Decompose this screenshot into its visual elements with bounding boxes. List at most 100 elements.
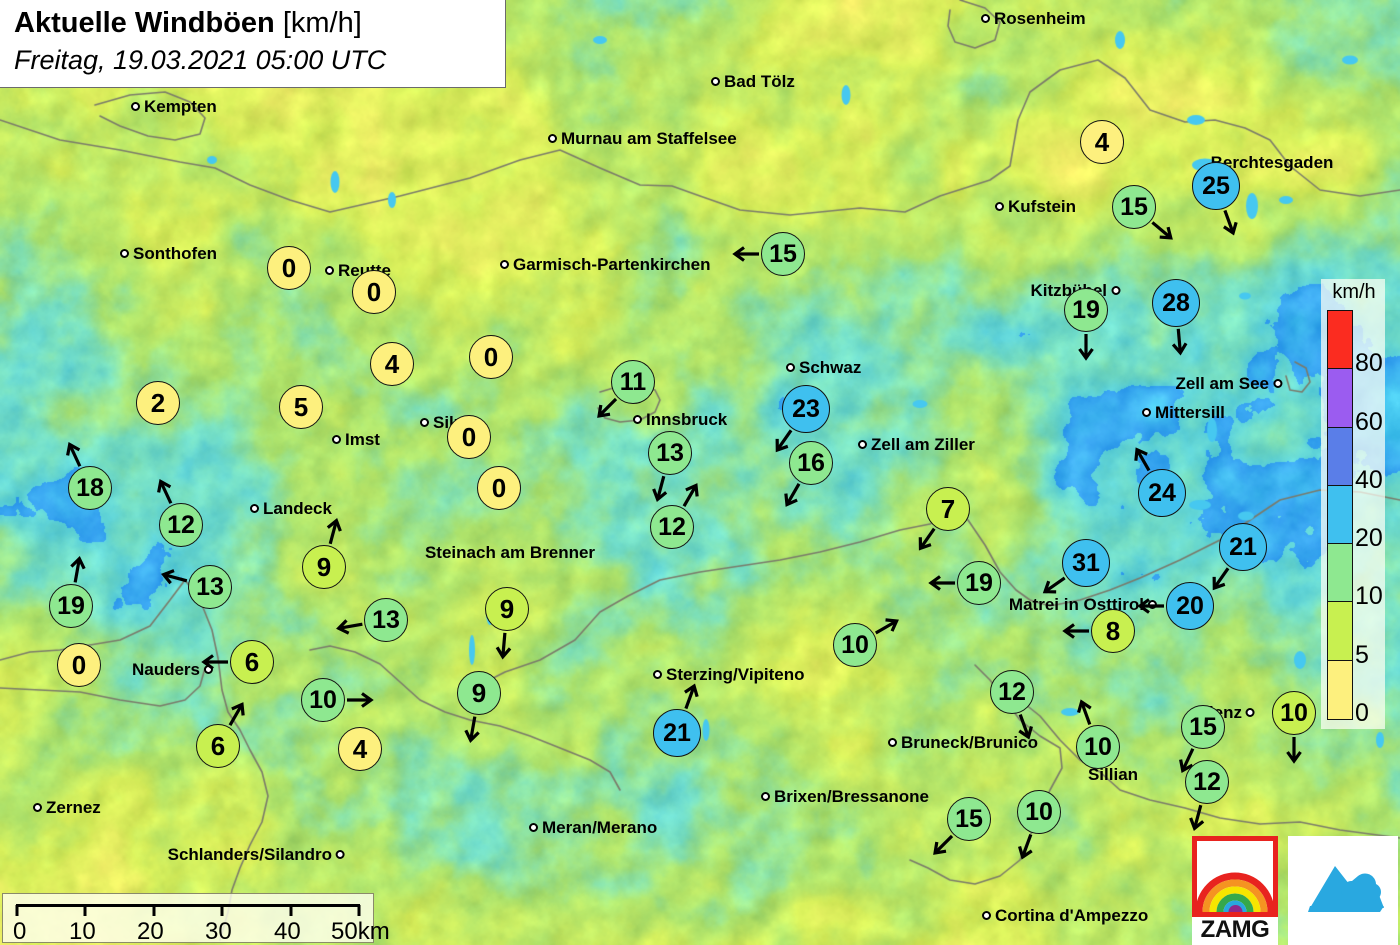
wind-station-marker[interactable]: 25 bbox=[1156, 126, 1276, 246]
wind-gust-value: 4 bbox=[1080, 120, 1124, 164]
map-title-box: Aktuelle Windböen [km/h] Freitag, 19.03.… bbox=[0, 0, 506, 88]
wind-station-marker[interactable]: 9 bbox=[419, 633, 539, 753]
wind-station-marker[interactable]: 12 bbox=[121, 465, 241, 585]
scale-label-5: 50km bbox=[331, 918, 390, 945]
city-label-bruneck-brunico: Bruneck/Brunico bbox=[888, 733, 1038, 751]
wind-gust-value: 13 bbox=[188, 565, 232, 609]
legend-tick-0: 0 bbox=[1355, 699, 1369, 727]
city-label-schlanders-silandro: Schlanders/Silandro bbox=[168, 845, 345, 863]
city-label-imst: Imst bbox=[332, 430, 380, 448]
wind-gust-value: 21 bbox=[1219, 523, 1267, 571]
wind-gust-value: 9 bbox=[302, 545, 346, 589]
zamg-logo: ZAMG bbox=[1192, 836, 1278, 945]
legend-tick-60: 60 bbox=[1355, 407, 1383, 436]
scale-label-4: 40 bbox=[274, 918, 301, 945]
wind-gust-value: 6 bbox=[196, 724, 240, 768]
wind-station-marker[interactable]: 19 bbox=[919, 523, 1039, 643]
wind-station-marker[interactable]: 4 bbox=[300, 689, 420, 809]
wind-station-marker[interactable]: 15 bbox=[723, 194, 843, 314]
wind-station-marker[interactable]: 0 bbox=[229, 208, 349, 328]
wind-station-marker[interactable]: 10 bbox=[979, 752, 1099, 872]
wind-station-marker[interactable]: 15 bbox=[909, 759, 1029, 879]
wind-station-marker[interactable]: 0 bbox=[19, 605, 139, 725]
wind-station-marker[interactable]: 20 bbox=[1130, 546, 1250, 666]
city-label-sillian: Sillian bbox=[1087, 765, 1139, 785]
wind-station-marker[interactable]: 23 bbox=[746, 349, 866, 469]
wind-gust-value: 9 bbox=[485, 587, 529, 631]
wind-station-marker[interactable]: 5 bbox=[241, 347, 361, 467]
wind-station-marker[interactable]: 2 bbox=[98, 343, 218, 463]
wind-gust-value: 10 bbox=[1017, 790, 1061, 834]
wind-gust-value: 15 bbox=[761, 232, 805, 276]
wind-gust-value: 7 bbox=[926, 487, 970, 531]
wind-station-marker[interactable]: 0 bbox=[314, 232, 434, 352]
city-label-berchtesgaden: Berchtesgaden bbox=[1210, 153, 1334, 173]
mountain-cloud-icon bbox=[1308, 866, 1384, 912]
wind-station-marker[interactable]: 10 bbox=[795, 585, 915, 705]
zamg-wordmark: ZAMG bbox=[1200, 916, 1270, 943]
wind-gust-value: 10 bbox=[833, 623, 877, 667]
wind-station-marker[interactable]: 21 bbox=[617, 673, 737, 793]
city-label-meran-merano: Meran/Merano bbox=[529, 818, 657, 836]
wind-gust-value: 21 bbox=[653, 709, 701, 757]
zamg-logo-frame bbox=[1192, 836, 1278, 917]
wind-gust-value: 19 bbox=[957, 561, 1001, 605]
wind-station-marker[interactable]: 4 bbox=[1042, 82, 1162, 202]
wind-gust-value: 5 bbox=[279, 385, 323, 429]
wind-gust-value: 13 bbox=[364, 598, 408, 642]
wind-gust-value: 4 bbox=[370, 342, 414, 386]
wind-gust-value: 25 bbox=[1192, 162, 1240, 210]
wind-gust-value: 15 bbox=[1112, 185, 1156, 229]
wind-gust-value: 0 bbox=[469, 335, 513, 379]
wind-station-marker[interactable]: 0 bbox=[439, 428, 559, 548]
wind-gust-value: 6 bbox=[230, 640, 274, 684]
legend-band-3 bbox=[1328, 485, 1352, 545]
wind-station-marker[interactable]: 24 bbox=[1102, 433, 1222, 553]
wind-gust-value: 12 bbox=[990, 670, 1034, 714]
city-label-zernez: Zernez bbox=[33, 798, 101, 816]
scale-bar: 0 10 20 30 40 50km bbox=[2, 893, 390, 945]
wind-gust-value: 10 bbox=[301, 678, 345, 722]
wind-station-marker[interactable]: 6 bbox=[158, 686, 278, 806]
scale-label-0: 0 bbox=[13, 918, 27, 945]
wind-station-marker[interactable]: 12 bbox=[1147, 722, 1267, 842]
wind-station-marker[interactable]: 0 bbox=[409, 377, 529, 497]
city-label-kempten: Kempten bbox=[131, 97, 217, 115]
legend-tick-10: 10 bbox=[1355, 582, 1383, 611]
wind-gust-value: 0 bbox=[57, 643, 101, 687]
legend-band-6 bbox=[1328, 660, 1352, 719]
title-main: Aktuelle Windböen bbox=[14, 7, 275, 39]
wind-gust-value: 23 bbox=[782, 385, 830, 433]
city-label-zell-am-ziller: Zell am Ziller bbox=[858, 435, 975, 453]
wind-station-marker[interactable]: 10 bbox=[1038, 687, 1158, 807]
wind-station-marker[interactable]: 16 bbox=[751, 403, 871, 523]
wind-station-marker[interactable]: 12 bbox=[612, 467, 732, 587]
wind-gust-value: 18 bbox=[68, 466, 112, 510]
city-label-sterzing-vipiteno: Sterzing/Vipiteno bbox=[653, 665, 805, 683]
wind-station-marker[interactable]: 19 bbox=[1026, 250, 1146, 370]
wind-gust-value: 28 bbox=[1152, 279, 1200, 327]
wind-gust-value: 10 bbox=[1272, 691, 1316, 735]
wind-station-marker[interactable]: 0 bbox=[431, 297, 551, 417]
wind-station-marker[interactable]: 6 bbox=[192, 602, 312, 722]
wind-gust-value: 4 bbox=[338, 727, 382, 771]
wind-gust-value: 2 bbox=[136, 381, 180, 425]
wind-station-marker[interactable]: 10 bbox=[1234, 653, 1354, 773]
city-label-murnau-am-staffelsee: Murnau am Staffelsee bbox=[548, 129, 737, 147]
wind-gust-value: 24 bbox=[1138, 469, 1186, 517]
city-label-rosenheim: Rosenheim bbox=[981, 9, 1086, 27]
wind-station-marker[interactable]: 4 bbox=[332, 304, 452, 424]
legend-unit-label: km/h bbox=[1332, 281, 1376, 303]
legend-band-2 bbox=[1328, 427, 1352, 486]
wind-gust-value: 9 bbox=[457, 671, 501, 715]
city-label-schwaz: Schwaz bbox=[786, 358, 861, 376]
wind-station-marker[interactable]: 28 bbox=[1116, 243, 1236, 363]
wind-station-marker[interactable]: 15 bbox=[1074, 147, 1194, 267]
wind-station-marker[interactable]: 12 bbox=[952, 632, 1072, 752]
wind-station-marker[interactable]: 15 bbox=[1143, 667, 1263, 787]
wind-gust-value: 8 bbox=[1091, 609, 1135, 653]
wind-gust-value: 0 bbox=[477, 466, 521, 510]
legend-band-0 bbox=[1328, 311, 1352, 370]
city-label-landeck: Landeck bbox=[250, 499, 332, 517]
